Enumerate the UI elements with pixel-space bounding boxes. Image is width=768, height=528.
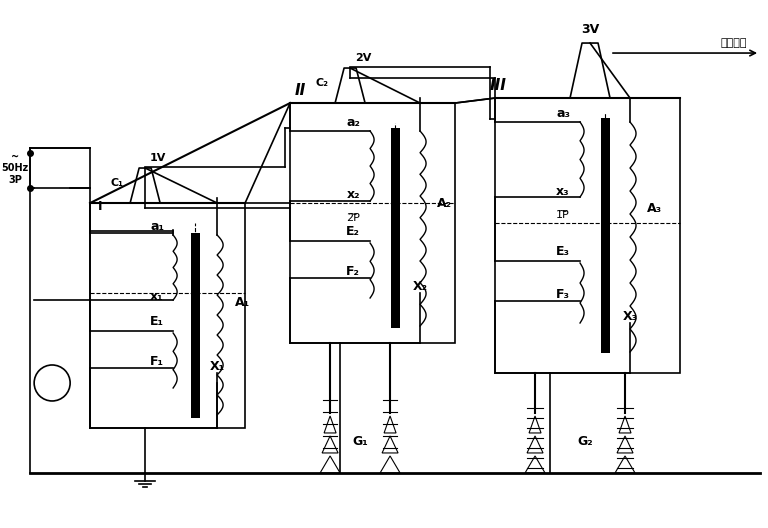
Bar [290, 103, 455, 343]
Text: ~: ~ [558, 205, 568, 218]
Text: II: II [295, 83, 306, 98]
Polygon shape [320, 456, 340, 473]
Text: A₃: A₃ [647, 202, 662, 214]
Polygon shape [615, 456, 635, 473]
Text: x₂: x₂ [346, 188, 360, 201]
Polygon shape [324, 416, 336, 433]
Polygon shape [619, 416, 631, 433]
Text: 2V: 2V [355, 53, 372, 63]
Polygon shape [380, 456, 400, 473]
Polygon shape [322, 436, 338, 453]
Text: F₂: F₂ [346, 265, 360, 278]
Text: 1P: 1P [556, 210, 570, 220]
Text: A₁: A₁ [235, 297, 250, 309]
Text: G₁: G₁ [353, 435, 368, 448]
Polygon shape [525, 456, 545, 473]
Bar [391, 128, 399, 328]
Polygon shape [384, 416, 396, 433]
Text: ~: ~ [348, 208, 359, 221]
Polygon shape [529, 416, 541, 433]
Bar [601, 118, 610, 353]
Text: I: I [98, 200, 102, 213]
Text: G₂: G₂ [578, 435, 593, 448]
Text: 至被試品: 至被試品 [720, 38, 746, 48]
Text: E₃: E₃ [556, 245, 570, 258]
Text: a₃: a₃ [556, 107, 570, 120]
Text: a₁: a₁ [150, 220, 164, 233]
Text: A₂: A₂ [437, 196, 452, 210]
Bar [190, 233, 200, 418]
Text: F₃: F₃ [556, 288, 570, 301]
Text: 3V: 3V [581, 23, 599, 36]
Text: X₁: X₁ [210, 360, 225, 373]
Text: a₂: a₂ [346, 116, 360, 129]
Text: E₂: E₂ [346, 225, 360, 238]
Text: F₁: F₁ [150, 355, 164, 368]
Polygon shape [382, 436, 398, 453]
Text: x₁: x₁ [151, 290, 164, 303]
Text: ~
50Hz
3P: ~ 50Hz 3P [2, 152, 28, 185]
Text: X₂: X₂ [412, 280, 428, 293]
Text: x₃: x₃ [556, 185, 570, 198]
Text: E₁: E₁ [150, 315, 164, 328]
Text: X₃: X₃ [623, 310, 637, 323]
Polygon shape [617, 436, 633, 453]
Text: C₁: C₁ [110, 178, 123, 188]
Bar [90, 203, 245, 428]
Polygon shape [527, 436, 543, 453]
Bar [495, 98, 680, 373]
Text: C₂: C₂ [315, 78, 328, 88]
Text: 2P: 2P [346, 213, 360, 223]
Text: 1V: 1V [150, 153, 167, 163]
Text: III: III [490, 78, 507, 93]
